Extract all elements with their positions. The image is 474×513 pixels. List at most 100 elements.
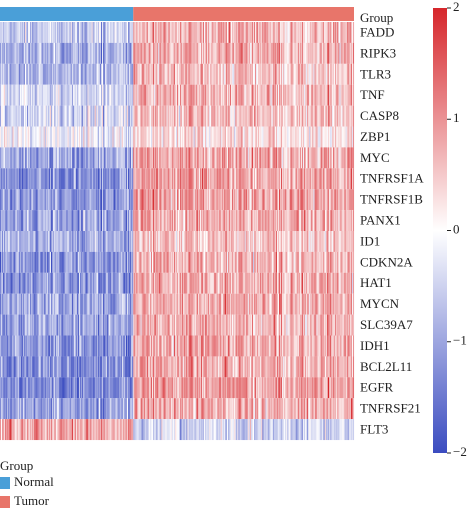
heatmap-cell [279,84,281,106]
heatmap-cell [56,231,58,252]
heatmap-cell [143,314,145,336]
heatmap-cell [334,210,336,232]
heatmap-cell [46,126,48,148]
heatmap-cell [16,210,18,232]
heatmap-cell [268,189,270,211]
heatmap-cell [167,22,169,43]
heatmap-cell [271,42,273,64]
heatmap-cell [317,251,319,273]
heatmap-cell [59,272,61,294]
heatmap-cell [298,42,300,64]
heatmap-cell [216,210,218,232]
heatmap-cell [236,84,238,106]
heatmap-cell [274,251,276,273]
heatmap-cell [82,210,84,232]
heatmap-cell [271,231,273,252]
heatmap-cell [122,210,124,232]
heatmap-cell [183,105,185,127]
heatmap-cell [346,42,348,64]
heatmap-cell [255,22,257,43]
heatmap-cell [153,293,155,315]
heatmap-cell [184,293,186,315]
heatmap-cell [102,22,104,43]
heatmap-cell [115,272,117,294]
heatmap-cell [107,84,109,106]
heatmap-cell [337,251,339,273]
heatmap-cell [334,231,336,252]
heatmap-cell [14,84,16,106]
heatmap-cell [173,126,175,148]
heatmap-cell [242,147,244,169]
heatmap-cell [185,272,187,294]
heatmap-cell [43,147,45,169]
heatmap-cell [216,105,218,127]
heatmap-cell [258,63,260,85]
heatmap-cell [194,147,196,169]
heatmap-cell [181,105,183,127]
heatmap-cell [346,126,348,148]
heatmap-cell [171,293,173,315]
heatmap-cell [0,126,2,148]
heatmap-cell [49,231,52,252]
heatmap-cell [72,105,74,127]
heatmap-cell [351,147,354,169]
heatmap-cell [290,231,292,252]
heatmap-cell [76,231,78,252]
heatmap-cell [165,22,167,43]
heatmap-cell [304,147,306,169]
heatmap-cell [155,105,157,127]
heatmap-cell [122,293,124,315]
heatmap-cell [236,293,238,315]
heatmap-cell [90,314,92,336]
heatmap-cell [264,84,266,106]
heatmap-cell [311,189,313,211]
heatmap-cell [164,22,166,43]
heatmap-cell [54,314,56,336]
heatmap-cell [181,42,183,64]
heatmap-cell [242,42,244,64]
heatmap-cell [102,105,104,127]
heatmap-cell [175,22,178,43]
heatmap-cell [324,84,326,106]
heatmap-cell [47,147,49,169]
heatmap-cell [237,272,239,294]
heatmap-cell [106,314,108,336]
heatmap-cell [86,210,88,232]
heatmap-cell [249,105,251,127]
heatmap-cell [319,231,321,252]
heatmap-cell [81,126,83,148]
heatmap-cell [193,84,195,106]
heatmap-cell [47,105,49,127]
heatmap-cell [30,231,32,252]
heatmap-cell [105,84,107,106]
heatmap-cell [269,84,271,106]
heatmap-cell [268,126,270,148]
heatmap-cell [34,210,36,232]
heatmap-cell [330,272,332,294]
heatmap-cell [347,126,349,148]
heatmap-cell [288,42,290,64]
heatmap-cell [89,84,91,106]
heatmap-cell [184,314,186,336]
heatmap-cell [137,105,139,127]
heatmap-cell [225,293,228,315]
heatmap-cell [115,84,117,106]
heatmap-cell [125,63,128,85]
heatmap-cell [130,126,132,148]
heatmap-cell [212,189,214,211]
heatmap-cell [33,293,35,315]
heatmap-cell [245,22,247,43]
heatmap-cell [112,105,114,127]
heatmap-cell [127,168,129,190]
heatmap-cell [226,272,229,294]
heatmap-cell [134,314,136,336]
heatmap-cell [327,293,330,315]
heatmap-cell [53,147,55,169]
heatmap-cell [135,251,137,273]
heatmap-cell [336,42,338,64]
heatmap-cell [350,251,352,273]
heatmap-cell [79,126,81,148]
heatmap-cell [92,22,94,43]
heatmap-cell [60,210,62,232]
heatmap-cell [119,210,121,232]
